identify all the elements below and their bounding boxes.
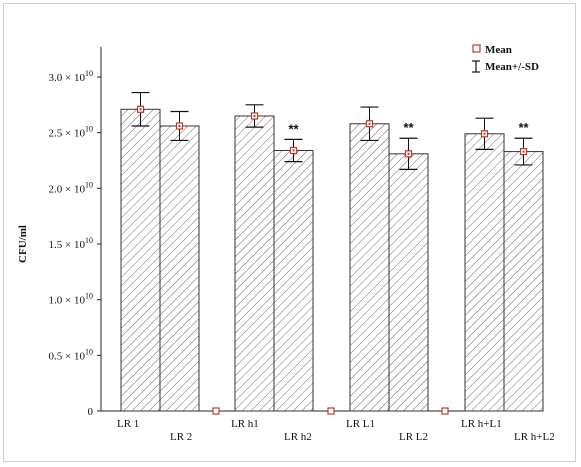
bar-lr-h2: [273, 149, 314, 412]
significance-label: **: [288, 121, 299, 136]
bars: ** ** **: [120, 91, 544, 415]
mean-marker-dot: [522, 150, 525, 153]
legend: Mean Mean+/-SD: [472, 44, 539, 73]
y-tick-label: 0.5 × 1010: [49, 347, 93, 362]
category-label: LR h1: [231, 418, 259, 430]
legend-mean-marker: [472, 44, 481, 53]
category-label: LR 2: [170, 431, 192, 443]
legend-mean-label: Mean: [485, 44, 512, 56]
mean-marker-dot: [368, 122, 371, 125]
significance-label: **: [518, 120, 529, 135]
mean-marker-dot: [483, 132, 486, 135]
category-label: LR 1: [117, 418, 139, 430]
significance-label: **: [403, 120, 414, 135]
legend-sd-label: Mean+/-SD: [485, 61, 539, 73]
bar-lr-h-l1: [464, 133, 505, 412]
y-tick-label: 3.0 × 1010: [49, 69, 93, 84]
y-tick-label: 1.0 × 1010: [49, 292, 93, 307]
y-tick-label: 2.0 × 1010: [49, 180, 93, 195]
bar-lr-l1: [349, 123, 390, 412]
y-tick-label: 0: [88, 406, 94, 418]
category-labels: LR 1 LR 2 LR h1 LR h2 LR L1 LR L2 LR h+L1 LR h+…: [117, 418, 555, 443]
category-label: LR L2: [399, 431, 428, 443]
chart-frame: CFU/ml 0 0.5 × 1010 1.0 × 1010 1.5 × 1010 2.0…: [3, 3, 576, 462]
bar-lr-h-l2: [503, 151, 544, 412]
mean-marker-dot: [253, 114, 256, 117]
axes: CFU/ml 0 0.5 × 1010 1.0 × 1010 1.5 × 1010 2.0…: [17, 47, 532, 418]
zero-mean-marker: [212, 407, 220, 415]
mean-marker-dot: [292, 149, 295, 152]
bar-lr-2: [159, 125, 200, 412]
y-tick-label: 1.5 × 1010: [49, 236, 93, 251]
zero-mean-marker: [441, 407, 449, 415]
y-axis-label: CFU/ml: [17, 225, 29, 263]
mean-marker-dot: [139, 108, 142, 111]
mean-marker-dot: [178, 124, 181, 127]
y-tick-label: 2.5 × 1010: [49, 125, 93, 140]
category-label: LR h+L2: [514, 431, 555, 443]
bar-lr-l2: [388, 153, 429, 412]
mean-marker-dot: [407, 152, 410, 155]
bar-chart: CFU/ml 0 0.5 × 1010 1.0 × 1010 1.5 × 1010 2.0…: [17, 44, 555, 443]
category-label: LR L1: [346, 418, 375, 430]
zero-mean-marker: [327, 407, 335, 415]
bar-lr-h1: [234, 115, 275, 412]
bar-lr-1: [120, 108, 161, 412]
category-label: LR h2: [284, 431, 312, 443]
category-label: LR h+L1: [461, 418, 502, 430]
